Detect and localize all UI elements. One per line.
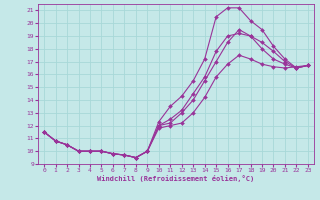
X-axis label: Windchill (Refroidissement éolien,°C): Windchill (Refroidissement éolien,°C) [97,175,255,182]
